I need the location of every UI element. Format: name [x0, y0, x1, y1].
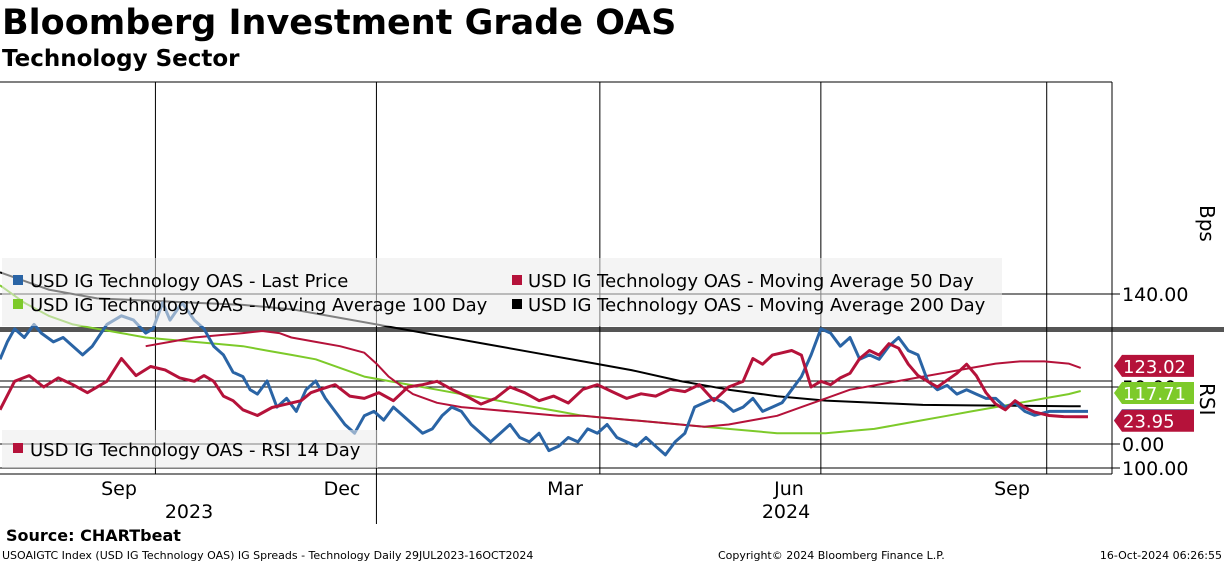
lower-panel-series [0, 342, 1088, 419]
y-tick-label: 140.00 [1122, 284, 1188, 306]
x-tick-label: Jun [773, 478, 804, 500]
legend-swatch-rsi [13, 443, 23, 453]
tag-ma50-shape [1114, 354, 1194, 377]
axis-ticks: 140.00100.0050.000.00SepDecMarJunSep2023… [101, 284, 1188, 523]
legend-swatch-ma50 [512, 275, 522, 285]
tag-rsi-shape [1114, 409, 1194, 432]
legend-label-ma200: USD IG Technology OAS - Moving Average 2… [528, 295, 986, 316]
footer-index-info: USOAIGTC Index (USD IG Technology OAS) I… [2, 549, 534, 562]
lower-axis-title: RSI [1195, 383, 1219, 416]
series-line-rsi [0, 342, 1088, 419]
series-line-ma50 [145, 330, 1082, 428]
footer-timestamp: 16-Oct-2024 06:26:55 [1099, 549, 1222, 562]
x-tick-label: Sep [994, 478, 1030, 500]
x-tick-label: Sep [101, 478, 137, 500]
legend-swatch-last-price [13, 275, 23, 285]
tag-rsi: 23.95 [1114, 409, 1194, 433]
tag-ma100-shape [1114, 381, 1194, 404]
x-year-label: 2024 [762, 501, 810, 523]
lower-legend-box [2, 430, 378, 468]
legend-swatch-ma100 [13, 299, 23, 309]
tag-ma100: 117.71 [1114, 381, 1194, 405]
legend-label-ma100: USD IG Technology OAS - Moving Average 1… [30, 295, 488, 316]
upper-legend: USD IG Technology OAS - Last Price USD I… [2, 258, 1002, 326]
legend-label-rsi: USD IG Technology OAS - RSI 14 Day [30, 440, 361, 461]
chart-subtitle: Technology Sector [2, 46, 240, 72]
y-tick-label: 0.00 [1122, 434, 1164, 456]
series-line-ma100 [0, 284, 1081, 435]
tag-rsi-text: 23.95 [1123, 412, 1175, 433]
source-note: Source: CHARTbeat [6, 526, 181, 545]
legend-label-last-price: USD IG Technology OAS - Last Price [30, 271, 348, 292]
footer-copyright: Copyright© 2024 Bloomberg Finance L.P. [718, 549, 945, 562]
y-tick-label: 100.00 [1122, 458, 1188, 480]
tag-ma100-text: 117.71 [1123, 384, 1186, 405]
upper-legend-box [2, 258, 1002, 326]
tag-ma50-text: 123.02 [1123, 357, 1186, 378]
legend-label-ma50: USD IG Technology OAS - Moving Average 5… [528, 271, 974, 292]
chart-title: Bloomberg Investment Grade OAS [2, 3, 677, 43]
legend-swatch-ma200 [512, 299, 522, 309]
upper-axis-title: Bps [1195, 205, 1219, 242]
x-tick-label: Dec [324, 478, 361, 500]
x-year-label: 2023 [165, 501, 213, 523]
panel-divider [0, 327, 1224, 332]
tag-ma50: 123.02 [1114, 354, 1194, 378]
x-tick-label: Mar [547, 478, 583, 500]
lower-legend: USD IG Technology OAS - RSI 14 Day [2, 430, 378, 468]
